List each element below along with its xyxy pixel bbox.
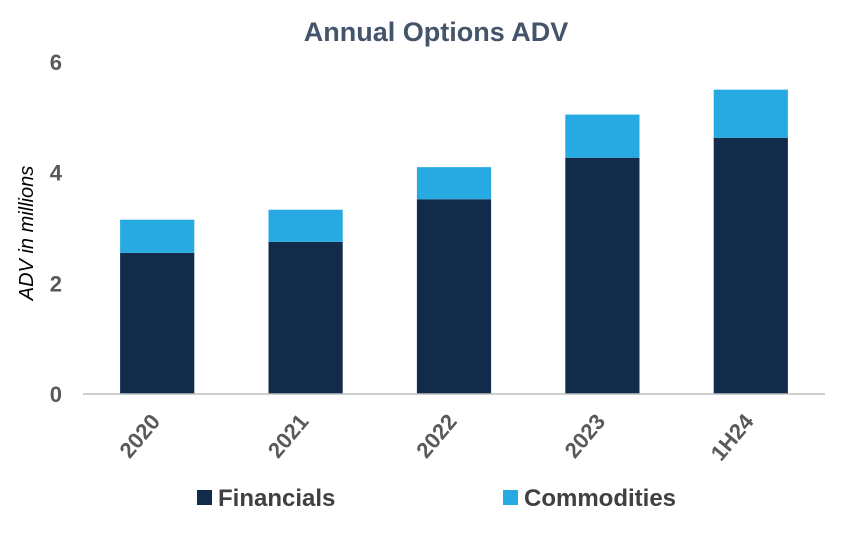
y-tick-label: 4 — [50, 161, 63, 186]
bar-financials-2020 — [120, 252, 195, 394]
y-axis-ticks: 0 2 4 6 — [50, 50, 63, 407]
legend: Financials Commodities — [197, 485, 676, 512]
x-tick-label: 2022 — [411, 409, 462, 463]
y-tick-label: 6 — [50, 50, 62, 75]
bar-commodities-2020 — [120, 219, 195, 253]
legend-swatch-financials — [197, 490, 212, 505]
chart-title: Annual Options ADV — [304, 17, 569, 47]
bar-commodities-1h24 — [713, 89, 788, 138]
x-tick-label: 1H24 — [706, 409, 759, 466]
x-tick-label: 2023 — [560, 409, 611, 463]
legend-label: Commodities — [524, 485, 676, 512]
y-tick-label: 2 — [50, 271, 62, 296]
legend-label: Financials — [218, 485, 335, 512]
bar-financials-1h24 — [713, 137, 788, 394]
legend-swatch-commodities — [503, 490, 518, 505]
x-axis-ticks: 2020 2021 2022 2023 1H24 — [114, 409, 759, 466]
x-tick-label: 2020 — [114, 409, 165, 463]
bar-financials-2021 — [268, 241, 343, 394]
x-tick-label: 2021 — [263, 409, 314, 463]
bar-financials-2023 — [565, 157, 640, 394]
bar-commodities-2022 — [416, 167, 492, 200]
y-axis-label: ADV in millions — [16, 166, 38, 301]
bar-commodities-2021 — [268, 209, 343, 242]
bars — [120, 89, 788, 394]
y-tick-label: 0 — [50, 382, 62, 407]
bar-financials-2022 — [416, 199, 492, 394]
bar-commodities-2023 — [565, 114, 640, 158]
